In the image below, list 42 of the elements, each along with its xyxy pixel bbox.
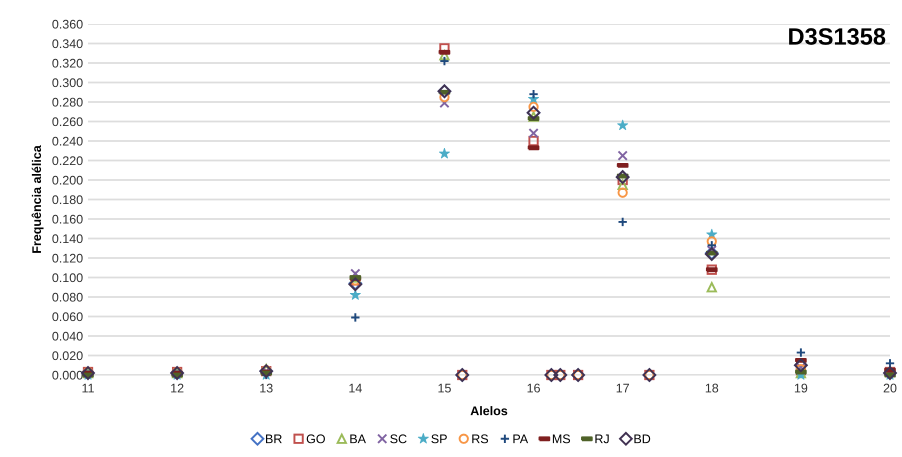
y-tick-label: 0.120 bbox=[52, 254, 83, 263]
y-tick-label: 0.240 bbox=[52, 136, 83, 146]
y-axis-title: Frequência alélica bbox=[32, 145, 44, 253]
y-tick-label: 0.220 bbox=[52, 156, 83, 166]
y-tick-label: 0.040 bbox=[52, 332, 83, 341]
y-tick-label: 0.320 bbox=[52, 58, 83, 68]
y-tick-label: 0.060 bbox=[52, 312, 83, 322]
legend-label: MS bbox=[552, 434, 570, 444]
chart-title: D3S1358 bbox=[789, 28, 886, 45]
legend-label: BD bbox=[634, 434, 650, 444]
x-tick-label: 19 bbox=[794, 384, 808, 393]
legend-label: PA bbox=[513, 434, 528, 444]
y-tick-label: 0.020 bbox=[52, 351, 83, 360]
x-tick-label: 18 bbox=[706, 384, 718, 393]
x-tick-label: 11 bbox=[82, 384, 94, 392]
x-tick-label: 20 bbox=[884, 384, 896, 393]
legend-label: SP bbox=[431, 434, 447, 444]
legend-label: SC bbox=[390, 434, 407, 444]
y-tick-label: 0.100 bbox=[52, 273, 83, 282]
y-tick-label: 0.360 bbox=[52, 20, 83, 29]
y-tick-label: 0.080 bbox=[52, 292, 83, 302]
x-tick-label: 13 bbox=[260, 384, 273, 393]
y-tick-label: 0.160 bbox=[52, 214, 83, 224]
x-axis-title: Alelos bbox=[470, 406, 508, 416]
legend-label: BA bbox=[350, 434, 366, 444]
legend-label: RS bbox=[472, 434, 488, 444]
legend-label: GO bbox=[306, 434, 325, 444]
x-tick-label: 14 bbox=[349, 384, 362, 392]
x-tick-label: 16 bbox=[528, 384, 540, 393]
y-tick-label: 0.280 bbox=[52, 98, 83, 107]
y-tick-label: 0.200 bbox=[52, 176, 83, 185]
legend-label: RJ bbox=[595, 434, 609, 444]
y-tick-label: 0.340 bbox=[52, 39, 83, 48]
y-tick-label: 0.300 bbox=[52, 78, 83, 88]
y-tick-label: 0.140 bbox=[52, 234, 83, 244]
y-tick-label: 0.180 bbox=[52, 195, 83, 204]
x-tick-label: 15 bbox=[438, 384, 451, 393]
y-tick-label: 0.260 bbox=[52, 117, 83, 126]
x-tick-label: 12 bbox=[171, 384, 184, 392]
legend-label: BR bbox=[266, 434, 282, 444]
y-tick-label: 0.000 bbox=[52, 370, 83, 380]
x-tick-label: 17 bbox=[616, 384, 629, 392]
